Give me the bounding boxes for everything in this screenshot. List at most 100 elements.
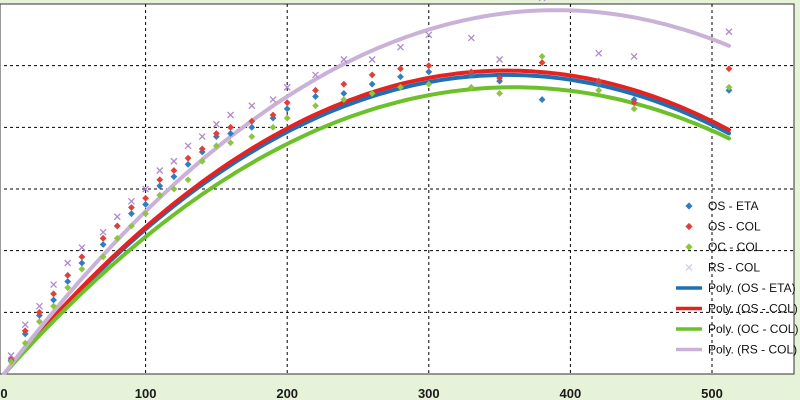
series-points (7, 0, 733, 359)
data-point (685, 243, 693, 251)
data-point (312, 71, 319, 79)
data-point (21, 339, 29, 347)
data-point (78, 253, 86, 261)
data-point (725, 83, 733, 91)
data-point (538, 96, 546, 103)
data-point (170, 157, 178, 165)
data-point (283, 105, 291, 113)
data-point (142, 194, 149, 202)
data-point (142, 185, 150, 193)
data-point (7, 352, 15, 359)
data-point (99, 234, 107, 242)
data-point (312, 102, 319, 110)
data-point (170, 173, 178, 181)
data-points (7, 0, 733, 366)
data-point (685, 222, 693, 231)
data-point (128, 222, 135, 230)
data-point (397, 83, 404, 91)
data-point (496, 56, 504, 63)
legend-label: Poly. (OS - COL) (708, 302, 798, 316)
data-point (685, 264, 693, 271)
data-point (227, 111, 235, 119)
data-point (113, 222, 121, 230)
data-point (170, 185, 178, 193)
data-point (725, 28, 733, 36)
data-point (425, 31, 433, 39)
data-point (283, 83, 291, 91)
data-point (184, 142, 192, 150)
data-point (113, 213, 121, 221)
data-point (283, 114, 291, 122)
data-point (340, 96, 348, 103)
data-point (425, 80, 433, 88)
data-point (212, 120, 220, 128)
data-point (198, 157, 206, 165)
data-point (397, 43, 404, 51)
data-point (198, 133, 206, 141)
data-point (340, 56, 348, 63)
data-point (50, 281, 58, 289)
x-tick-label: 100 (135, 386, 157, 400)
x-axis: 0 100 200 300 400 500 (0, 375, 800, 400)
data-point (538, 53, 546, 60)
trend-line (2, 8, 731, 376)
legend-entry: Poly. (RS - COL) (676, 343, 797, 357)
data-point (269, 111, 277, 119)
legend-label: OC - COL (708, 240, 762, 254)
data-point (368, 56, 376, 63)
series-points (7, 59, 733, 362)
data-point (496, 90, 503, 97)
data-point (425, 68, 433, 76)
data-point (630, 105, 638, 113)
data-point (7, 358, 15, 366)
data-point (227, 123, 234, 131)
data-point (340, 90, 348, 97)
data-point (50, 290, 57, 298)
legend-entry: Poly. (OS - ETA) (676, 281, 796, 295)
series-points (7, 53, 733, 366)
x-tick-label: 300 (418, 386, 440, 400)
x-tick-label: 400 (560, 386, 582, 400)
data-point (425, 62, 433, 70)
data-point (64, 284, 72, 292)
data-point (156, 182, 164, 190)
trend-lines (2, 8, 731, 376)
data-point (198, 145, 206, 153)
x-tick-label: 500 (701, 386, 723, 400)
data-point (368, 80, 376, 88)
data-point (312, 86, 319, 94)
legend: OS - ETA OS - COL OC - COL RS - COL Poly. (O… (676, 199, 798, 357)
data-point (50, 302, 57, 310)
data-point (685, 202, 693, 210)
x-axis-strip (0, 375, 800, 400)
trend-line (2, 85, 731, 376)
data-point (312, 93, 319, 100)
data-point (78, 265, 86, 273)
data-point (213, 142, 220, 150)
data-point (99, 253, 107, 261)
data-point (156, 191, 164, 199)
data-point (283, 99, 291, 107)
data-point (538, 59, 546, 66)
data-point (269, 96, 277, 104)
data-point (595, 49, 603, 57)
data-point (368, 90, 376, 97)
data-point (128, 210, 135, 218)
data-point (50, 296, 57, 304)
data-point (127, 197, 135, 205)
data-point (248, 133, 256, 140)
data-point (156, 167, 164, 174)
legend-entry: OC - COL (685, 240, 762, 254)
data-point (64, 278, 72, 285)
data-point (213, 130, 220, 137)
data-point (248, 123, 256, 131)
x-tick-label: 200 (276, 386, 298, 400)
data-point (269, 123, 277, 131)
data-point (142, 210, 149, 218)
legend-entry: Poly. (OC - COL) (676, 322, 798, 336)
data-point (725, 65, 733, 73)
legend-entry: OS - ETA (685, 199, 758, 213)
data-point (35, 302, 43, 310)
